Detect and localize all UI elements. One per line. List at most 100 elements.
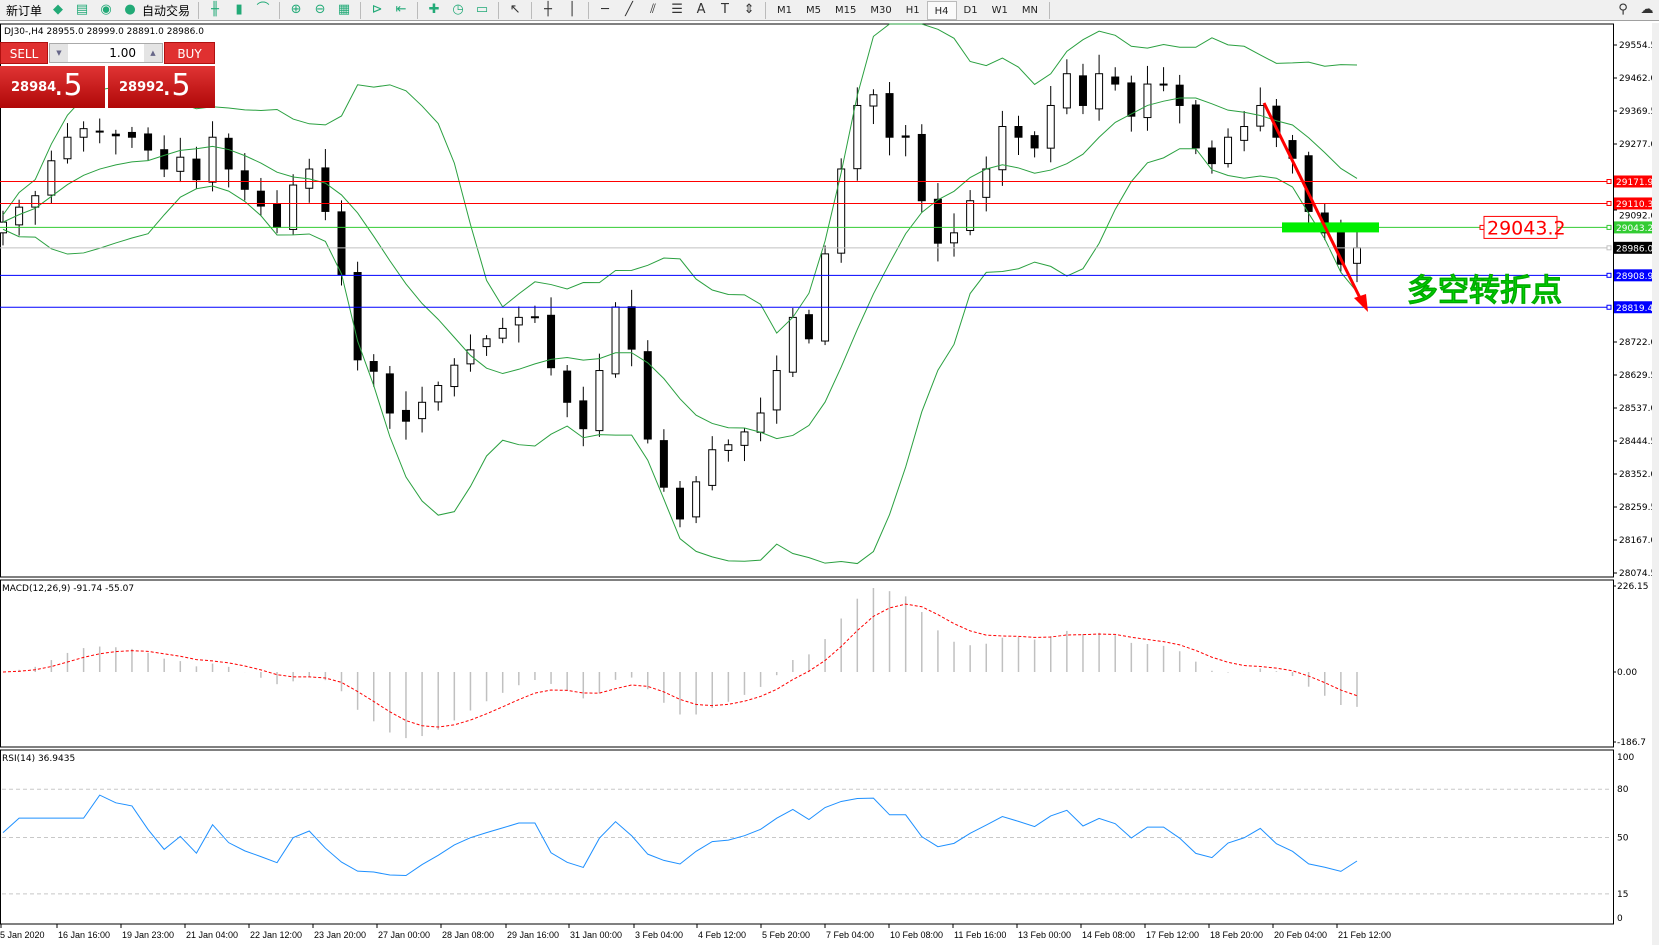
candle (208, 136, 217, 183)
separator (498, 1, 500, 19)
candle (31, 195, 40, 208)
bar-chart-icon[interactable]: ╫ (211, 2, 219, 17)
horizontal-line-icon[interactable]: ─ (601, 2, 609, 17)
buy-button[interactable]: BUY (164, 42, 215, 64)
window-border (1652, 23, 1659, 945)
price-tick-label: 28074.5 (1619, 569, 1656, 579)
price-tick-label: 29462.0 (1619, 74, 1656, 84)
candle (692, 481, 701, 518)
printer-icon[interactable]: ▤ (75, 2, 89, 17)
time-label: 27 Jan 00:00 (378, 930, 430, 940)
candle (1030, 135, 1039, 149)
separator (765, 1, 767, 19)
price-line-label: 29110.3 (1616, 200, 1653, 210)
candles (0, 54, 1361, 528)
timeframe-d1[interactable]: D1 (963, 4, 978, 16)
periods-icon[interactable]: ◷ (452, 2, 464, 17)
time-label: 5 Jan 2020 (0, 930, 45, 940)
text-icon[interactable]: A (696, 2, 706, 17)
candle (804, 314, 813, 340)
time-label: 22 Jan 12:00 (250, 930, 302, 940)
zoom-in-icon[interactable]: ⊕ (290, 2, 302, 17)
line-handle[interactable] (1606, 304, 1612, 310)
line-handle[interactable] (1606, 245, 1612, 251)
chart-header: DJ30-,H4 28955.0 28999.0 28891.0 28986.0 (4, 27, 204, 37)
search-icon[interactable]: ⚲ (1618, 2, 1628, 17)
time-label: 13 Feb 00:00 (1018, 930, 1071, 940)
chat-icon[interactable]: ☁ (1640, 2, 1654, 17)
separator (279, 1, 281, 19)
gold-icon[interactable]: ◆ (53, 2, 64, 17)
trend-arrow[interactable] (1262, 102, 1364, 303)
sell-button[interactable]: SELL (0, 42, 48, 64)
price-line-tag (1614, 301, 1658, 314)
chart-window[interactable]: DJ30-,H4 28955.0 28999.0 28891.0 28986.0… (0, 23, 1659, 945)
cursor-icon[interactable]: ↖ (509, 2, 521, 17)
text-label-icon[interactable]: T (721, 2, 729, 17)
line-chart-icon[interactable]: ⌒ (256, 2, 270, 17)
rsi-tick-label: 15 (1617, 890, 1628, 900)
lot-size-input[interactable]: ▼ 1.00 ▲ (49, 43, 163, 63)
time-label: 11 Feb 16:00 (954, 930, 1006, 940)
buy-price-button[interactable]: 28992.5 (108, 66, 215, 108)
candle (498, 327, 507, 339)
candle (111, 133, 120, 137)
candle (611, 306, 620, 375)
line-handle[interactable] (1606, 224, 1612, 230)
timeframe-m1[interactable]: M1 (777, 4, 793, 16)
lot-value[interactable]: 1.00 (109, 46, 136, 60)
price-tick-label: 28167.0 (1619, 536, 1656, 546)
price-tick-label: 28629.5 (1619, 371, 1656, 381)
candle (401, 409, 410, 422)
sell-price-button[interactable]: 28984.5 (0, 66, 105, 108)
fibonacci-fan-icon[interactable]: ⫽ (650, 2, 656, 17)
timeframe-m30[interactable]: M30 (870, 4, 892, 16)
price-line-tag (1614, 221, 1658, 234)
auto-trading-icon[interactable]: ● (124, 2, 136, 17)
new-order-button[interactable]: 新订单 (6, 3, 43, 18)
rsi-tick-label: 80 (1617, 785, 1629, 795)
fibonacci-icon[interactable]: ☰ (671, 2, 683, 17)
candle (595, 370, 604, 432)
zoom-out-icon[interactable]: ⊖ (314, 2, 326, 17)
time-label: 20 Feb 04:00 (1274, 930, 1327, 940)
macd-pane[interactable] (0, 579, 1614, 748)
vertical-line-icon[interactable]: │ (568, 2, 576, 17)
line-handle[interactable] (1606, 178, 1612, 184)
main-chart-pane[interactable] (0, 23, 1614, 578)
candle (901, 135, 910, 138)
separator (588, 1, 590, 19)
annotation-handle[interactable] (1479, 224, 1485, 230)
timeframe-m15[interactable]: M15 (835, 4, 857, 16)
timeframe-mn[interactable]: MN (1021, 4, 1038, 16)
signal-icon[interactable]: ◉ (100, 2, 112, 17)
support-zone[interactable] (1282, 222, 1379, 233)
time-label: 29 Jan 16:00 (507, 930, 559, 940)
candlestick-icon[interactable]: ▮ (235, 2, 243, 17)
indicators-icon[interactable]: ✚ (428, 2, 440, 17)
crosshair-icon[interactable]: ┼ (544, 2, 552, 17)
candle (933, 198, 942, 244)
trendline-icon[interactable]: ╱ (625, 2, 633, 17)
lot-increase-icon[interactable]: ▲ (144, 44, 162, 62)
timeframe-h1[interactable]: H1 (905, 4, 920, 16)
timeframe-m5[interactable]: M5 (806, 4, 822, 16)
line-handle[interactable] (1606, 272, 1612, 278)
tile-windows-icon[interactable]: ▦ (337, 2, 351, 17)
lot-decrease-icon[interactable]: ▼ (50, 44, 68, 62)
candle (579, 400, 588, 430)
price-annotation: 29043.2 (1487, 217, 1566, 239)
auto-scroll-icon[interactable]: ⊳ (371, 2, 383, 17)
candle (256, 190, 265, 207)
candle (821, 253, 830, 342)
price-axis[interactable] (1614, 24, 1659, 924)
auto-trading-button[interactable]: 自动交易 (142, 3, 191, 18)
templates-icon[interactable]: ▭ (475, 2, 489, 17)
timeframe-w1[interactable]: W1 (991, 4, 1008, 16)
arrows-icon[interactable]: ⇕ (743, 2, 755, 17)
timeframe-h4[interactable]: H4 (926, 0, 957, 20)
chart-shift-icon[interactable]: ⇤ (395, 2, 407, 17)
macd-label: MACD(12,26,9) -91.74 -55.07 (2, 584, 134, 594)
line-handle[interactable] (1606, 200, 1612, 206)
candle (627, 306, 636, 350)
